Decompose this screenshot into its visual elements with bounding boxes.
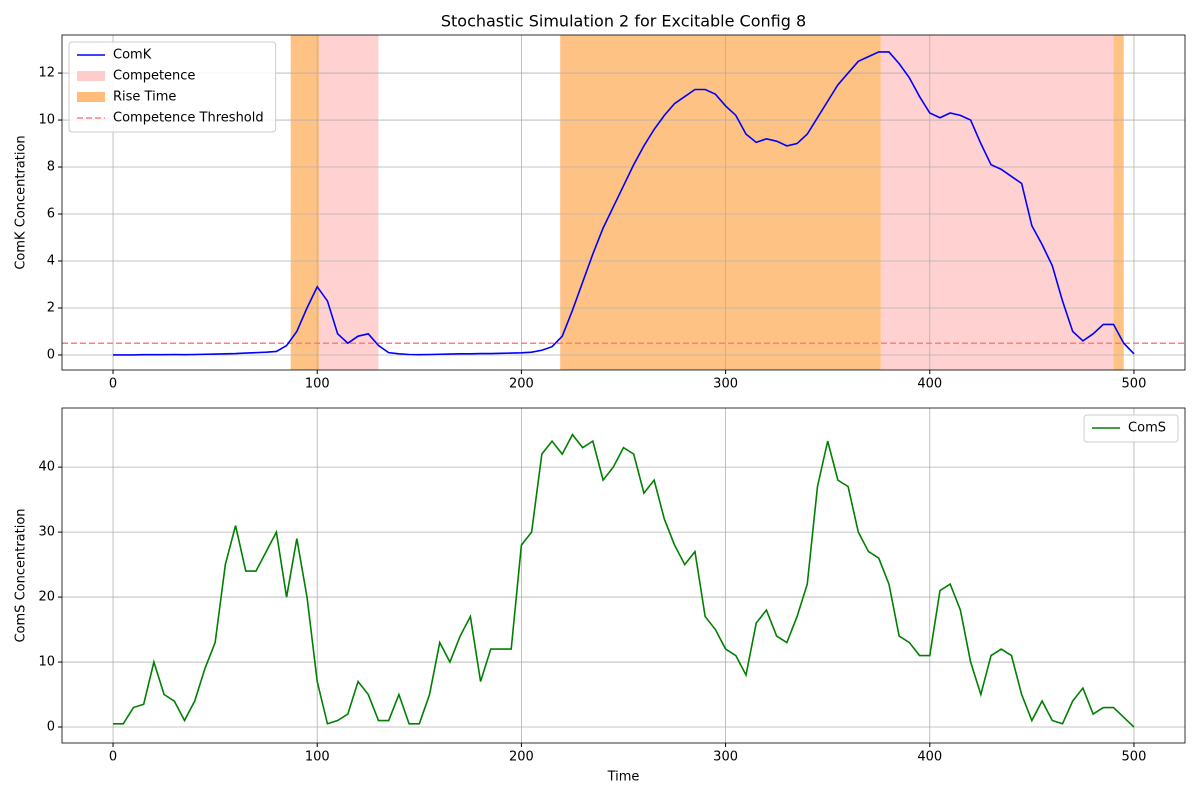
axes-frame <box>61 34 1186 371</box>
y-tick-label: 4 <box>47 253 55 268</box>
data-line <box>113 433 1135 728</box>
legend-patch <box>77 71 105 81</box>
shaded-span <box>319 35 379 370</box>
legend-label: Rise Time <box>113 90 176 105</box>
data-line <box>113 51 1135 356</box>
x-tick-label: 500 <box>1122 377 1147 392</box>
y-axis-label: ComS Concentration <box>14 508 29 642</box>
x-tick-label: 400 <box>917 750 942 765</box>
x-tick-label: 300 <box>713 750 738 765</box>
legend-label: ComS <box>1128 421 1166 436</box>
y-tick-label: 8 <box>47 160 55 175</box>
y-tick-label: 12 <box>38 66 55 81</box>
y-tick-label: 10 <box>38 113 55 128</box>
legend-label: Competence <box>113 69 195 84</box>
y-tick-label: 10 <box>38 655 55 670</box>
x-tick-label: 100 <box>305 377 330 392</box>
shaded-span <box>560 35 881 370</box>
y-tick-label: 0 <box>47 347 55 362</box>
legend-box <box>68 41 277 133</box>
legend-label: ComK <box>113 48 152 63</box>
legend-box <box>1083 414 1179 443</box>
x-tick-label: 200 <box>509 377 534 392</box>
y-tick-label: 20 <box>38 590 55 605</box>
x-tick-label: 100 <box>305 750 330 765</box>
shaded-span <box>1113 35 1124 370</box>
plot-area <box>62 35 1185 370</box>
legend: ComK Competence Rise Time Competence Thresh… <box>68 41 277 133</box>
chart-title: Stochastic Simulation 2 for Excitable Co… <box>441 12 806 31</box>
x-tick-label: 400 <box>917 377 942 392</box>
y-tick-label: 0 <box>47 720 55 735</box>
x-tick-label: 0 <box>109 377 117 392</box>
x-tick-label: 200 <box>509 750 534 765</box>
legend: ComS <box>1083 414 1179 443</box>
legend-label: Competence Threshold <box>113 111 264 126</box>
x-tick-label: 500 <box>1122 750 1147 765</box>
x-tick-label: 300 <box>713 377 738 392</box>
y-tick-label: 2 <box>47 300 55 315</box>
x-axis-label: Time <box>607 770 640 785</box>
plot-area <box>62 408 1185 743</box>
shaded-span <box>290 35 320 370</box>
y-tick-label: 40 <box>38 460 55 475</box>
y-axis-label: ComK Concentration <box>14 135 29 269</box>
axes-frame <box>61 407 1186 744</box>
shaded-span <box>880 35 1114 370</box>
y-tick-label: 30 <box>38 525 55 540</box>
y-tick-label: 6 <box>47 207 55 222</box>
legend-patch <box>77 92 105 102</box>
x-tick-label: 0 <box>109 750 117 765</box>
